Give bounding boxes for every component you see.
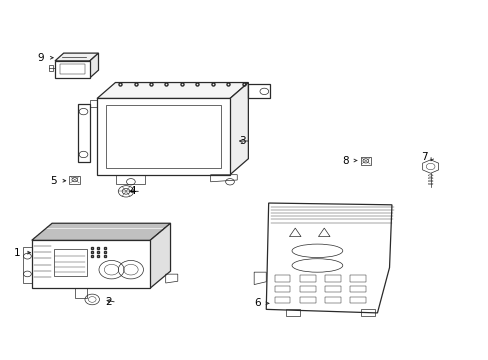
Polygon shape [55, 53, 98, 61]
Text: 5: 5 [50, 176, 56, 186]
Text: 3: 3 [239, 136, 245, 146]
Text: 8: 8 [342, 156, 348, 166]
Polygon shape [90, 53, 98, 78]
Polygon shape [265, 203, 391, 313]
Polygon shape [55, 61, 90, 78]
Polygon shape [229, 82, 248, 175]
Polygon shape [97, 99, 229, 175]
Polygon shape [150, 223, 170, 288]
Text: 6: 6 [253, 298, 260, 309]
Text: 1: 1 [14, 248, 20, 258]
Polygon shape [32, 240, 150, 288]
Text: 7: 7 [421, 152, 427, 162]
Polygon shape [32, 223, 170, 240]
Polygon shape [97, 82, 248, 99]
Text: 4: 4 [129, 186, 136, 196]
Text: 2: 2 [105, 297, 112, 307]
Text: 9: 9 [38, 53, 44, 63]
